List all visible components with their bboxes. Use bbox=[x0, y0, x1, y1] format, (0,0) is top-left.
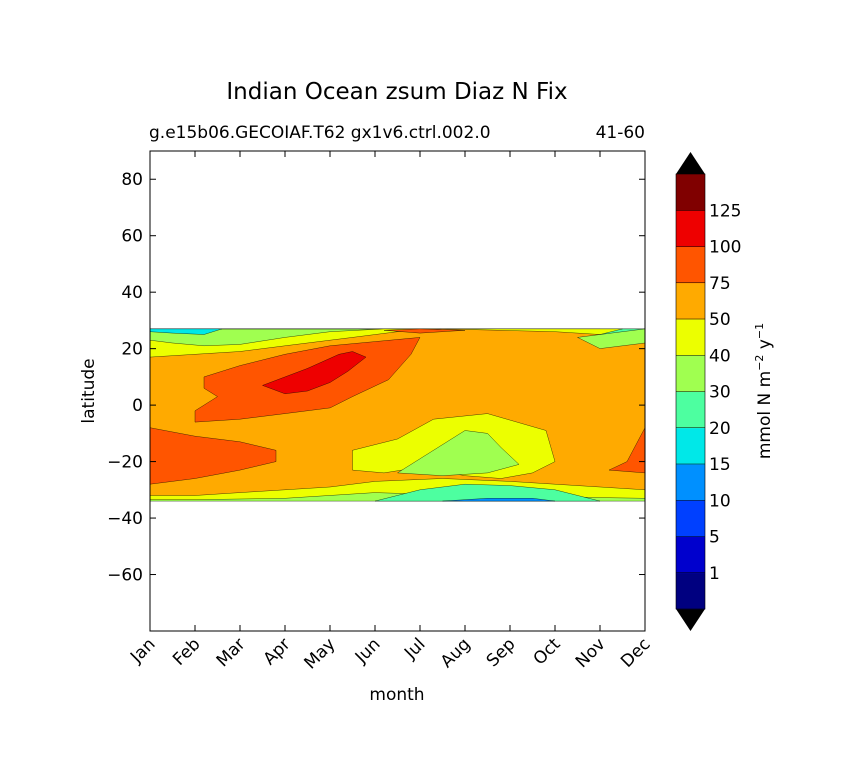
colorbar-segment bbox=[676, 210, 705, 247]
x-tick-label: Apr bbox=[260, 634, 295, 669]
colorbar-tick-label: 10 bbox=[709, 491, 731, 511]
colorbar-tick-label: 50 bbox=[709, 310, 731, 330]
contour-region-10-15 bbox=[442, 498, 556, 502]
x-tick-label: Oct bbox=[530, 634, 565, 669]
x-tick-label: Nov bbox=[572, 634, 610, 672]
x-tick-label: Jun bbox=[351, 634, 385, 668]
contour-region-100-125 bbox=[262, 351, 367, 394]
contour-region-75-100 bbox=[608, 427, 645, 474]
colorbar-segment bbox=[676, 246, 705, 284]
y-tick-label: 80 bbox=[121, 170, 143, 190]
contour-region-15-20 bbox=[150, 328, 223, 335]
y-tick-label: 60 bbox=[121, 227, 143, 247]
colorbar-tick-label: 5 bbox=[709, 528, 720, 548]
contour-region-75-100 bbox=[150, 427, 277, 485]
x-tick-label: Dec bbox=[617, 634, 654, 671]
y-tick-label: −20 bbox=[107, 453, 143, 473]
y-tick-label: −60 bbox=[107, 566, 143, 586]
contour-region-30-40 bbox=[577, 328, 645, 349]
colorbar-extend-under bbox=[676, 609, 705, 631]
colorbar-segment bbox=[676, 464, 705, 501]
x-tick-label: Aug bbox=[437, 634, 475, 672]
colorbar-tick-label: 75 bbox=[709, 274, 731, 294]
colorbar-segment bbox=[676, 572, 705, 610]
contour-region-20-30 bbox=[374, 484, 601, 502]
colorbar-extend-over bbox=[676, 152, 705, 174]
colorbar-segment bbox=[676, 391, 705, 429]
colorbar-segment bbox=[676, 500, 705, 537]
colorbar-segment bbox=[676, 427, 705, 465]
x-tick-label: May bbox=[301, 634, 340, 673]
colorbar-segment bbox=[676, 355, 705, 392]
x-tick-label: Feb bbox=[169, 634, 204, 669]
x-tick-label: Sep bbox=[483, 634, 520, 671]
y-tick-label: 20 bbox=[121, 340, 143, 360]
x-axis-label: month bbox=[369, 685, 424, 705]
x-tick-label: Jul bbox=[400, 634, 429, 663]
colorbar-segment bbox=[676, 174, 705, 211]
colorbar-segment bbox=[676, 536, 705, 574]
y-axis-label: latitude bbox=[79, 358, 99, 423]
colorbar-tick-label: 100 bbox=[709, 238, 741, 258]
chart-title: Indian Ocean zsum Diaz N Fix bbox=[226, 79, 567, 105]
plot-area bbox=[150, 328, 645, 502]
colorbar-tick-label: 15 bbox=[709, 455, 731, 475]
y-tick-label: 0 bbox=[132, 396, 143, 416]
x-tick-label: Jan bbox=[126, 634, 159, 667]
colorbar-label-exp-2: −1 bbox=[753, 323, 766, 339]
colorbar-tick-label: 40 bbox=[709, 346, 731, 366]
colorbar-tick-label: 20 bbox=[709, 419, 731, 439]
colorbar-label: mmol N m−2 y−1 bbox=[753, 323, 775, 459]
colorbar-segment bbox=[676, 319, 705, 356]
chart-subtitle-left: g.e15b06.GECOIAF.T62 gx1v6.ctrl.002.0 bbox=[149, 123, 491, 143]
x-tick-label: Mar bbox=[213, 634, 250, 671]
colorbar-tick-label: 1 bbox=[709, 564, 720, 584]
chart-subtitle-right: 41-60 bbox=[596, 123, 645, 143]
colorbar-tick-label: 30 bbox=[709, 383, 731, 403]
plot-frame bbox=[149, 150, 646, 632]
colorbar-segment bbox=[676, 282, 705, 320]
contour-region-75-100 bbox=[383, 328, 466, 334]
colorbar-label-exp-1: −2 bbox=[753, 355, 766, 371]
y-axis: 80 60 40 20 0 −20 −40 −60 bbox=[107, 170, 645, 586]
colorbar-label-y: y bbox=[755, 339, 775, 354]
y-tick-label: −40 bbox=[107, 509, 143, 529]
colorbar-tick-label: 125 bbox=[709, 201, 741, 221]
colorbar-label-unit: mmol N m bbox=[755, 371, 775, 459]
contour-region-30-40 bbox=[397, 430, 520, 476]
y-tick-label: 40 bbox=[121, 283, 143, 303]
